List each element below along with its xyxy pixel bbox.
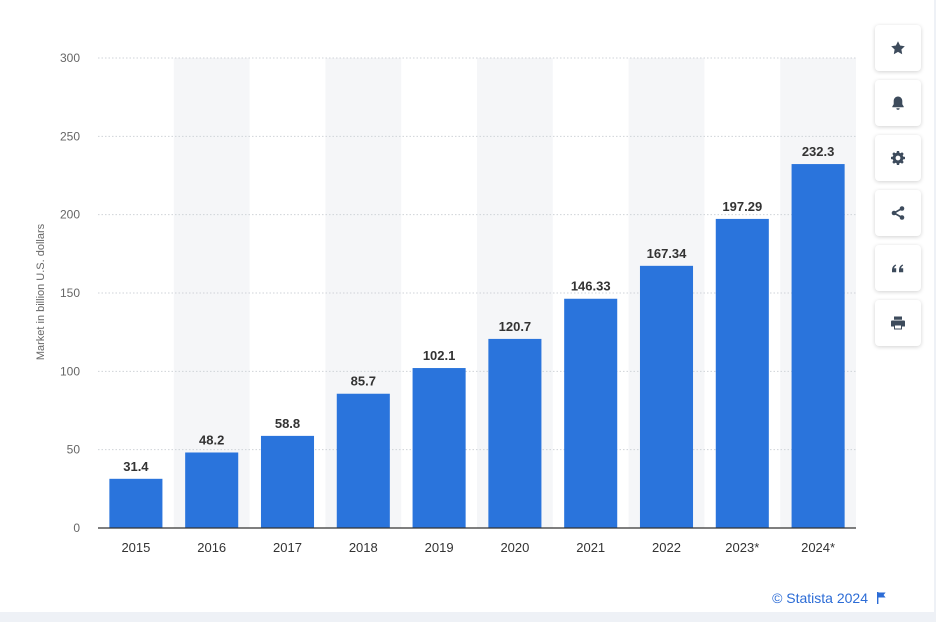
x-tick-label: 2022 xyxy=(652,540,681,555)
data-label: 102.1 xyxy=(423,348,456,363)
data-label: 232.3 xyxy=(802,144,835,159)
data-label: 197.29 xyxy=(722,199,762,214)
share-button[interactable] xyxy=(875,190,921,236)
bar xyxy=(639,265,694,528)
y-tick-label: 200 xyxy=(60,208,80,222)
bell-icon xyxy=(892,96,904,110)
data-label: 85.7 xyxy=(351,374,376,389)
x-tick-label: 2024* xyxy=(801,540,835,555)
bar xyxy=(336,393,390,528)
x-tick-label: 2017 xyxy=(273,540,302,555)
cite-button[interactable] xyxy=(875,245,921,291)
x-tick-label: 2023* xyxy=(725,540,759,555)
chart-toolbar xyxy=(875,25,921,355)
flag-icon xyxy=(877,592,886,604)
x-tick-label: 2015 xyxy=(121,540,150,555)
y-tick-label: 150 xyxy=(60,286,80,300)
bar xyxy=(412,368,466,528)
notification-button[interactable] xyxy=(875,80,921,126)
y-tick-label: 0 xyxy=(73,521,80,535)
bar xyxy=(185,452,239,528)
x-tick-label: 2020 xyxy=(500,540,529,555)
data-label: 146.33 xyxy=(571,279,611,294)
settings-button[interactable] xyxy=(875,135,921,181)
data-label: 31.4 xyxy=(123,459,149,474)
x-tick-label: 2021 xyxy=(576,540,605,555)
y-axis-title: Market in billion U.S. dollars xyxy=(35,223,47,361)
print-button[interactable] xyxy=(875,300,921,346)
bar xyxy=(715,218,769,528)
data-label: 48.2 xyxy=(199,432,224,447)
x-tick-label: 2019 xyxy=(425,540,454,555)
gear-icon xyxy=(891,151,905,165)
bar xyxy=(564,298,618,528)
quote-icon xyxy=(892,264,904,273)
data-label: 58.8 xyxy=(275,416,300,431)
data-label: 167.34 xyxy=(647,246,688,261)
y-tick-label: 50 xyxy=(67,443,81,457)
bar xyxy=(791,164,845,528)
x-tick-label: 2016 xyxy=(197,540,226,555)
favorite-button[interactable] xyxy=(875,25,921,71)
statista-credit[interactable]: © Statista 2024 xyxy=(772,590,886,606)
x-tick-label: 2018 xyxy=(349,540,378,555)
y-tick-label: 100 xyxy=(60,364,80,378)
y-tick-label: 250 xyxy=(60,129,80,143)
bar xyxy=(260,435,315,528)
star-icon xyxy=(891,41,905,55)
credit-text: © Statista 2024 xyxy=(772,590,868,606)
bar xyxy=(488,338,542,528)
bar xyxy=(109,478,163,528)
y-tick-label: 300 xyxy=(60,51,80,65)
share-icon xyxy=(891,206,905,220)
data-label: 120.7 xyxy=(499,319,532,334)
print-icon xyxy=(891,316,905,330)
